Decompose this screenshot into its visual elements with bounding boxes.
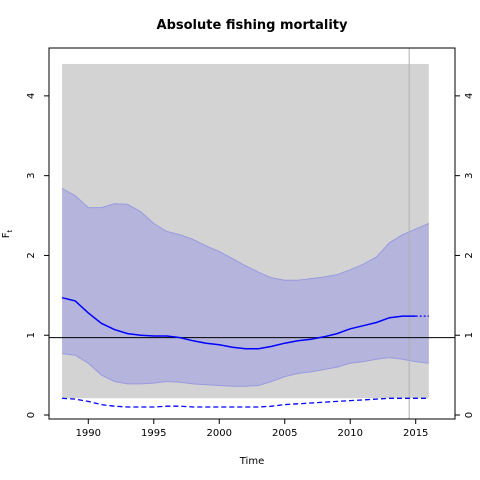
confidence-band xyxy=(62,188,429,387)
ci-lower-line xyxy=(62,353,429,387)
median-line xyxy=(61,296,416,350)
y-axis-title: Ft xyxy=(1,229,14,238)
y-axis-left: 0 1 2 3 4 xyxy=(26,93,49,418)
lower-dashed-line xyxy=(62,397,429,408)
x-axis: 1990 1995 2000 2005 2010 2015 xyxy=(76,419,428,439)
ci-upper-line xyxy=(61,187,429,281)
y-tick-label-right: 0 xyxy=(464,412,475,418)
y-axis-title-sub: t xyxy=(6,229,14,232)
y-tick-label-right: 4 xyxy=(464,93,475,99)
x-tick-label: 1995 xyxy=(141,428,166,439)
y-tick-label-right: 2 xyxy=(464,252,475,258)
y-tick-label-left: 4 xyxy=(26,93,37,99)
x-tick-label: 2000 xyxy=(207,428,232,439)
x-tick-label: 2005 xyxy=(272,428,297,439)
chart-title: Absolute fishing mortality xyxy=(157,18,348,33)
plot-area xyxy=(49,48,455,419)
x-tick-label: 2015 xyxy=(403,428,428,439)
y-tick-label-left: 3 xyxy=(26,172,37,178)
y-tick-label-left: 2 xyxy=(26,252,37,258)
y-tick-label-left: 1 xyxy=(26,332,37,338)
y-tick-label-left: 0 xyxy=(26,412,37,418)
x-axis-title: Time xyxy=(239,456,264,467)
y-axis-title-main: F xyxy=(1,232,12,238)
y-axis-right: 0 1 2 3 4 xyxy=(455,93,475,418)
x-tick-label: 2010 xyxy=(337,428,362,439)
x-tick-label: 1990 xyxy=(76,428,101,439)
y-tick-label-right: 1 xyxy=(464,332,475,338)
y-tick-label-right: 3 xyxy=(464,172,475,178)
plot-frame xyxy=(48,47,456,420)
